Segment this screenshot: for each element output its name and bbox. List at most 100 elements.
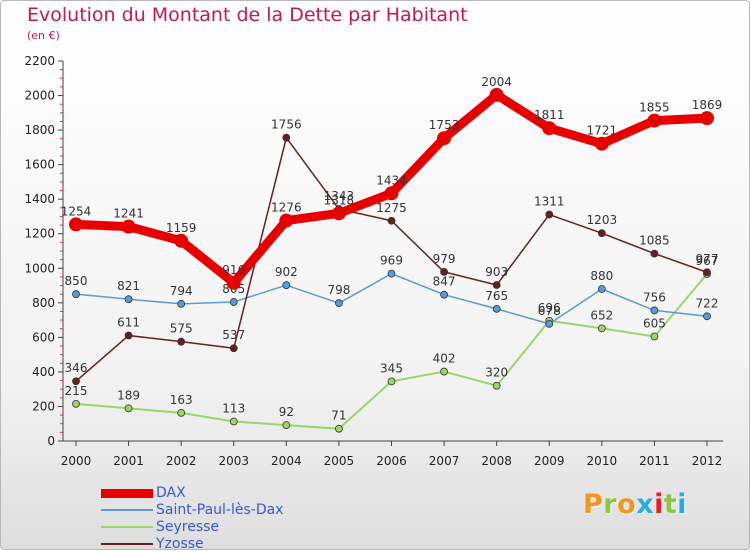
data-point xyxy=(384,186,399,201)
x-tick-label: 2004 xyxy=(271,454,302,468)
data-label: 92 xyxy=(279,405,294,419)
data-label: 652 xyxy=(590,308,613,322)
legend-label: Seyresse xyxy=(156,519,220,535)
series-saint-paul-l-s-dax: 850821794805902798969847765678880756722 xyxy=(65,254,718,328)
data-point xyxy=(331,206,346,221)
x-tick-label: 2001 xyxy=(113,454,144,468)
data-point xyxy=(72,377,80,386)
data-label: 320 xyxy=(485,366,508,380)
data-label: 1811 xyxy=(534,108,565,122)
data-label: 1085 xyxy=(639,234,670,248)
data-label: 979 xyxy=(433,252,456,266)
data-label: 402 xyxy=(433,352,456,366)
data-label: 1254 xyxy=(61,204,92,218)
logo-letter: o xyxy=(617,489,637,520)
data-point xyxy=(174,233,189,248)
data-label: 1241 xyxy=(113,207,144,221)
legend-item: DAX xyxy=(101,485,361,502)
data-point xyxy=(542,121,557,136)
y-tick-label: 800 xyxy=(32,296,55,310)
data-point xyxy=(124,404,133,413)
legend: DAX Saint-Paul-lès-Dax Seyresse Yzosse xyxy=(101,485,361,553)
x-tick-label: 2005 xyxy=(324,454,355,468)
y-tick-label: 1000 xyxy=(24,261,55,275)
data-point xyxy=(703,268,711,277)
data-point xyxy=(229,417,238,426)
x-tick-label: 2003 xyxy=(218,454,249,468)
data-label: 537 xyxy=(222,328,245,342)
data-point xyxy=(650,249,659,258)
data-label: 215 xyxy=(65,384,88,398)
legend-label: Saint-Paul-lès-Dax xyxy=(156,502,284,518)
data-point xyxy=(545,210,554,219)
data-point xyxy=(647,113,662,128)
legend-item: Saint-Paul-lès-Dax xyxy=(101,502,361,519)
data-point xyxy=(492,304,501,313)
data-label: 189 xyxy=(117,388,140,402)
data-point xyxy=(650,306,659,315)
data-point xyxy=(177,408,186,417)
data-point xyxy=(492,381,501,390)
data-label: 678 xyxy=(538,304,561,318)
data-label: 575 xyxy=(170,322,193,336)
data-point xyxy=(387,377,396,386)
data-label: 969 xyxy=(380,254,403,268)
data-label: 1275 xyxy=(376,201,407,215)
data-point xyxy=(226,275,241,290)
data-point xyxy=(121,219,136,234)
legend-item: Seyresse xyxy=(101,519,361,536)
series-yzosse: 346 611 575 537 1756 1343 1275 979 903 1311 1203 10… xyxy=(65,118,719,386)
y-tick-label: 400 xyxy=(32,365,55,379)
legend-swatch xyxy=(101,488,153,498)
data-label: 977 xyxy=(696,252,719,266)
proxiti-logo: Proxiti xyxy=(583,489,687,520)
data-label: 71 xyxy=(331,409,346,423)
data-point xyxy=(437,131,452,146)
data-point xyxy=(282,421,291,430)
legend-swatch xyxy=(101,526,153,528)
data-point xyxy=(650,332,659,341)
data-point xyxy=(279,213,294,228)
data-label: 967 xyxy=(696,254,719,268)
data-point xyxy=(489,87,504,102)
data-label: 794 xyxy=(170,284,193,298)
data-point xyxy=(229,298,238,306)
x-tick-label: 2010 xyxy=(587,454,618,468)
data-point xyxy=(703,312,711,321)
legend-swatch xyxy=(101,509,153,511)
legend-label: Yzosse xyxy=(156,536,204,552)
x-tick-label: 2002 xyxy=(166,454,197,468)
data-point xyxy=(597,285,606,293)
data-point xyxy=(282,281,291,290)
data-label: 765 xyxy=(485,289,508,303)
unit-label: (en €) xyxy=(27,29,60,42)
data-point xyxy=(69,217,83,232)
x-tick-label: 2007 xyxy=(429,454,460,468)
data-label: 1159 xyxy=(166,221,197,235)
logo-letter: t xyxy=(663,489,678,520)
data-label: 611 xyxy=(117,315,140,329)
legend-item: Yzosse xyxy=(101,536,361,553)
data-label: 345 xyxy=(380,361,403,375)
data-point xyxy=(545,319,554,328)
logo-letter: i xyxy=(654,489,664,520)
data-label: 696 xyxy=(538,301,561,315)
x-tick-label: 2009 xyxy=(534,454,565,468)
y-tick-label: 0 xyxy=(47,434,55,448)
data-label: 605 xyxy=(643,317,666,331)
logo-letter: P xyxy=(583,489,604,520)
y-tick-label: 200 xyxy=(32,399,55,413)
x-tick-label: 2006 xyxy=(376,454,407,468)
data-label: 798 xyxy=(327,283,350,297)
data-point xyxy=(229,344,238,353)
data-point xyxy=(335,299,343,308)
data-point xyxy=(72,399,80,408)
data-point xyxy=(594,136,609,151)
data-label: 850 xyxy=(65,274,88,288)
x-tick-label: 2000 xyxy=(61,454,92,468)
data-label: 880 xyxy=(590,269,613,283)
y-tick-label: 1600 xyxy=(24,158,55,172)
data-point xyxy=(177,337,186,346)
